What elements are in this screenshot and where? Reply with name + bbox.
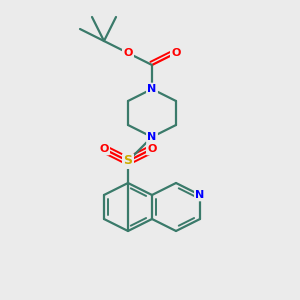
Text: N: N [147,132,157,142]
Text: S: S [124,154,133,167]
Text: O: O [171,48,181,58]
Text: N: N [147,84,157,94]
Text: O: O [123,48,133,58]
Text: O: O [99,144,109,154]
Text: O: O [147,144,157,154]
Text: N: N [195,190,205,200]
